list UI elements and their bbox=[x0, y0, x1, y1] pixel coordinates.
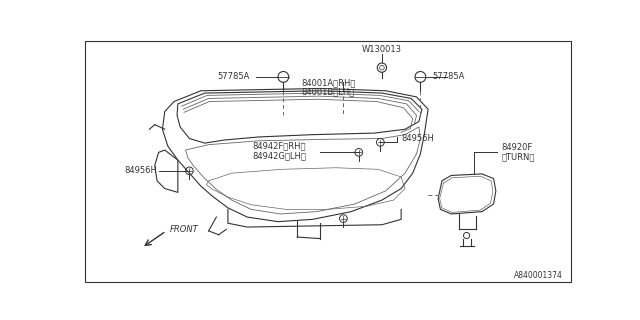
Text: A840001374: A840001374 bbox=[514, 271, 563, 280]
Text: 84001B〈LH〉: 84001B〈LH〉 bbox=[301, 88, 355, 97]
Text: 84920F: 84920F bbox=[501, 143, 532, 152]
Text: 84942F〈RH〉: 84942F〈RH〉 bbox=[253, 142, 306, 151]
Text: 57785A: 57785A bbox=[432, 72, 465, 81]
Text: 84956H: 84956H bbox=[401, 134, 434, 143]
Text: 84956H: 84956H bbox=[124, 166, 157, 175]
Text: 84001A〈RH〉: 84001A〈RH〉 bbox=[301, 78, 355, 88]
Text: 57785A: 57785A bbox=[217, 72, 250, 81]
Text: W130013: W130013 bbox=[362, 45, 402, 54]
Text: FRONT: FRONT bbox=[170, 225, 199, 234]
Text: 〈TURN〉: 〈TURN〉 bbox=[501, 153, 534, 162]
Text: 84942G〈LH〉: 84942G〈LH〉 bbox=[253, 151, 307, 160]
